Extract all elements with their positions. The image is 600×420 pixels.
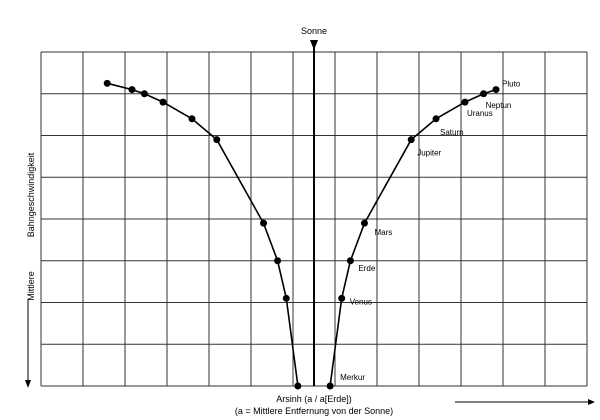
- data-point-left: [159, 98, 167, 106]
- data-point-right: [492, 86, 500, 94]
- x-axis-label: Arsinh (a / a[Erde]): [276, 394, 352, 404]
- data-label: Pluto: [502, 80, 521, 89]
- x-arrow: [455, 399, 595, 405]
- y-arrow: [25, 300, 31, 388]
- data-point-right: [360, 219, 368, 227]
- y-arrow-head: [25, 380, 31, 388]
- x-axis-sublabel: (a = Mittlere Entfernung von der Sonne): [235, 406, 393, 416]
- series-curve-right: [329, 88, 497, 387]
- data-label: Jupiter: [417, 149, 441, 158]
- sun-axis: [310, 40, 318, 386]
- data-label: Merkur: [340, 373, 365, 382]
- data-point-left: [128, 86, 136, 94]
- data-label: Saturn: [440, 128, 464, 137]
- data-point-left: [260, 219, 268, 227]
- data-point-right: [432, 115, 440, 123]
- data-point-left: [213, 136, 221, 144]
- data-point-right: [338, 294, 346, 302]
- data-point-right: [346, 257, 354, 265]
- data-point-right: [461, 98, 469, 106]
- data-point-left: [274, 257, 282, 265]
- sun-axis-arrowhead: [310, 40, 318, 50]
- data-label: Erde: [358, 264, 375, 273]
- data-point-left: [188, 115, 196, 123]
- data-point-left: [140, 90, 148, 98]
- data-point-left: [282, 294, 290, 302]
- data-label: Uranus: [467, 109, 493, 118]
- series-curve-left: [107, 82, 299, 387]
- data-label: Mars: [374, 228, 392, 237]
- y-axis-label-part2: Bahngeschwindigkeit: [26, 152, 36, 237]
- sun-label: Sonne: [301, 26, 327, 36]
- points: Merkur Venus Erde Mars Jupiter Saturn UranusNe…: [103, 79, 521, 390]
- y-axis-label: Mittlere Bahngeschwindigkeit: [26, 152, 36, 301]
- data-point-left: [103, 79, 111, 87]
- y-axis-label-part1: Mittlere: [26, 271, 36, 301]
- data-point-right: [326, 382, 334, 390]
- data-point-right: [407, 136, 415, 144]
- data-label: Neptun: [486, 101, 512, 110]
- data-point-left: [294, 382, 302, 390]
- x-arrow-head: [588, 399, 595, 405]
- data-label: Venus: [350, 297, 372, 306]
- data-point-right: [480, 90, 488, 98]
